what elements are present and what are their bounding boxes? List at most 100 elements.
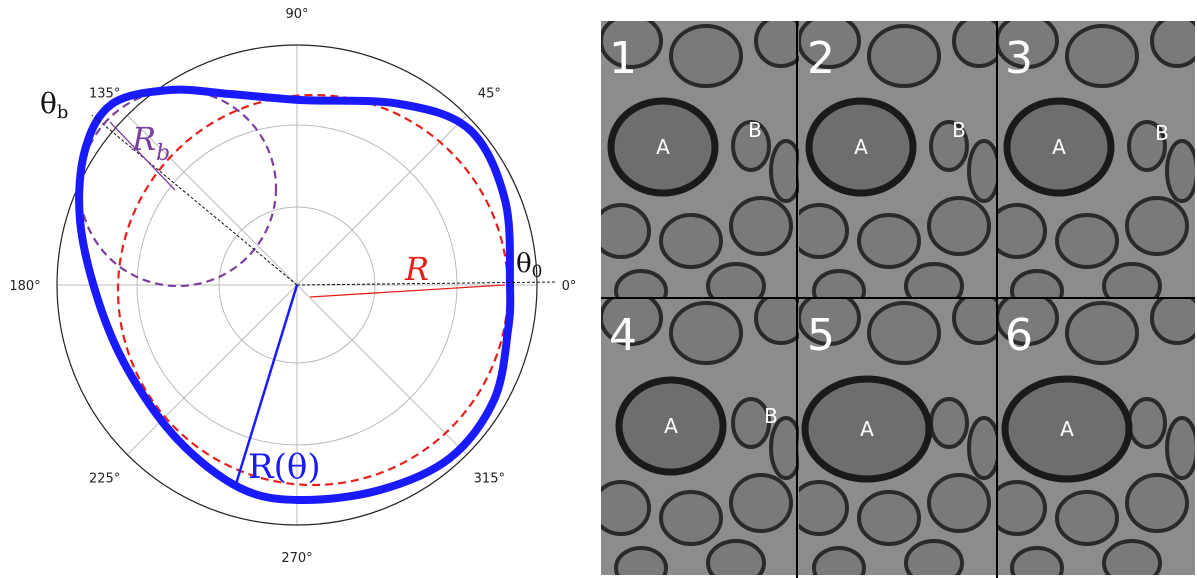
angle-label: 180° [9, 279, 40, 294]
cell-label: B [1155, 121, 1169, 145]
cell [812, 269, 866, 298]
angle-label: 270° [281, 551, 312, 566]
cell-label: A [664, 414, 678, 438]
cell [812, 546, 866, 575]
cell [731, 120, 771, 172]
cell [927, 473, 991, 533]
panel-content [997, 21, 1195, 298]
cell [967, 139, 997, 203]
cell [1102, 539, 1162, 575]
cell [1055, 490, 1119, 546]
theta-b-label: θb [40, 87, 68, 123]
cell [1010, 269, 1064, 298]
angle-label: 0° [562, 279, 577, 294]
cell [1127, 397, 1167, 449]
theta-0-sub: 0 [532, 262, 543, 282]
rb-sub: b [156, 141, 170, 166]
cell [799, 298, 861, 346]
cell-a [1003, 97, 1115, 197]
cell-a [607, 97, 719, 197]
cell [799, 21, 861, 69]
theta-0-label: θ0 [516, 249, 542, 282]
cell [669, 301, 743, 365]
cell [952, 21, 997, 68]
cell-a [615, 376, 727, 476]
cell [754, 298, 799, 345]
cell [601, 203, 651, 259]
cell [659, 490, 723, 546]
cell [799, 203, 849, 259]
cell [1055, 213, 1119, 269]
cell [1165, 139, 1195, 203]
cell [867, 24, 941, 88]
fit-circle [116, 93, 510, 487]
cell-label: B [952, 118, 966, 142]
angle-labels: 0° 45° 90° 135° 180° 225° 270° 315° [9, 7, 576, 566]
cell [997, 298, 1059, 346]
cell [729, 196, 793, 256]
panel-number: 6 [1005, 310, 1033, 361]
cell [1150, 298, 1195, 345]
r-theta-label: R(θ) [248, 447, 321, 487]
polar-plot: 0°45°90°135°180°225°270°315° θb Rb R θ0 … [9, 7, 576, 566]
cell [929, 120, 969, 172]
cell [659, 213, 723, 269]
panel-content [601, 298, 799, 575]
angle-label: 135° [89, 87, 120, 102]
cell [997, 480, 1047, 536]
cell [601, 21, 663, 69]
cell-label: A [1060, 417, 1074, 441]
cell [1165, 416, 1195, 480]
micrograph-panel: 2 A B [799, 21, 997, 298]
cell [706, 539, 766, 575]
cell-label: A [1052, 135, 1066, 159]
spoke [126, 284, 298, 456]
spoke [296, 284, 468, 456]
cell-a [1001, 375, 1133, 483]
r-theta-line [234, 284, 299, 485]
cell [904, 539, 964, 575]
panel-number: 3 [1005, 33, 1033, 84]
cell-contour [75, 85, 515, 505]
cell [731, 397, 771, 449]
cell [927, 196, 991, 256]
cell [857, 490, 921, 546]
micrograph-panel: 3 A B [997, 21, 1195, 298]
panel-content [799, 21, 997, 298]
cell [769, 139, 799, 203]
cell-a [801, 375, 933, 483]
r-line [309, 284, 506, 298]
cell-a [805, 97, 917, 197]
bulge-circle [78, 88, 278, 288]
cell [614, 269, 668, 298]
theta-0: θ [516, 249, 532, 279]
cell [1150, 21, 1195, 68]
cell [997, 203, 1047, 259]
angle-label: 315° [474, 471, 505, 486]
cell [929, 397, 969, 449]
theta-0-line [296, 281, 556, 286]
r-label: R [404, 250, 429, 288]
cell [1127, 120, 1167, 172]
cell [1125, 196, 1189, 256]
cell-label: A [854, 135, 868, 159]
cell [799, 480, 849, 536]
rb-label: Rb [131, 120, 170, 166]
micrograph-panel: 1 A B [601, 21, 799, 298]
theta-b-sub: b [57, 102, 69, 123]
cell [601, 480, 651, 536]
cell [904, 262, 964, 298]
angle-label: 45° [478, 87, 501, 102]
cell [601, 298, 663, 346]
cell-label: A [860, 417, 874, 441]
cell [669, 24, 743, 88]
micrograph-panel: 5A [799, 298, 997, 575]
panel-content [997, 298, 1195, 575]
angle-label: 90° [285, 7, 308, 22]
cell [1125, 473, 1189, 533]
panel-content [601, 21, 799, 298]
rb-line [109, 121, 176, 191]
cell [1010, 546, 1064, 575]
